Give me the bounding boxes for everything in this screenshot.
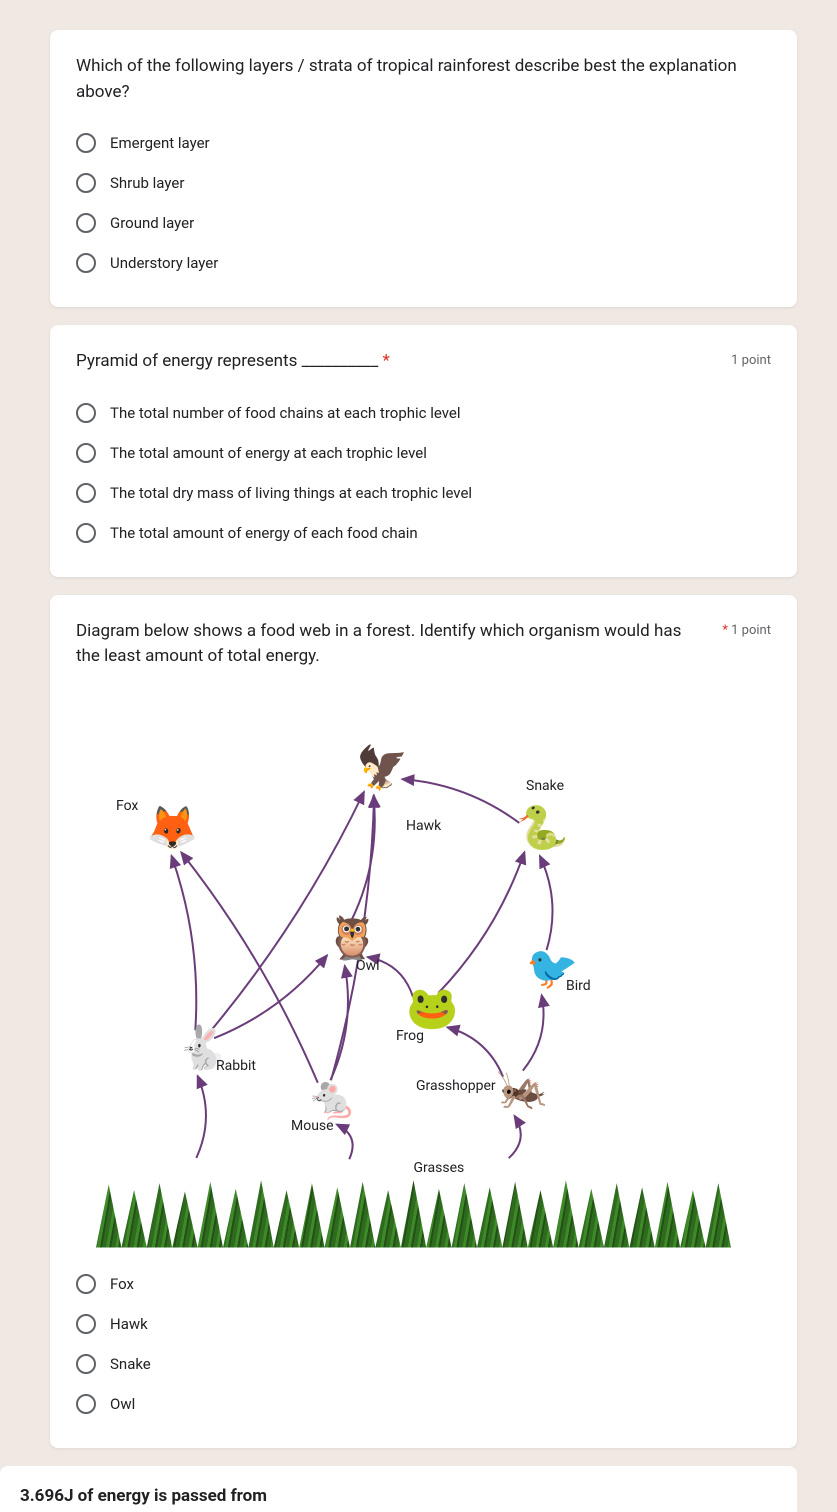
organism-label: Rabbit (216, 1058, 256, 1074)
radio-icon[interactable] (76, 483, 96, 503)
required-asterisk: * (722, 623, 728, 638)
food-web-diagram: Grasses 🦊Fox🦅Hawk🐍Snake🦉Owl🐦Bird🐸Frog🐇Ra… (76, 688, 771, 1248)
question-card-1: Which of the following layers / strata o… (50, 30, 797, 307)
frog-icon: 🐸 (406, 988, 458, 1030)
organism-grasshopper: 🦗Grasshopper (496, 1068, 548, 1110)
question-text: Which of the following layers / strata o… (76, 54, 771, 105)
radio-icon[interactable] (76, 213, 96, 233)
option-label: Snake (110, 1355, 151, 1373)
option-label: Hawk (110, 1315, 148, 1333)
points-label: * 1 point (722, 619, 771, 638)
mouse-icon: 🐁 (306, 1078, 358, 1120)
option-label: Shrub layer (110, 174, 184, 192)
question-header: Pyramid of energy represents __________ … (76, 349, 771, 375)
edge-arrow (214, 955, 327, 1038)
radio-option[interactable]: Shrub layer (76, 163, 771, 203)
organism-snake: 🐍Snake (516, 808, 568, 850)
edge-arrow (402, 779, 519, 823)
option-label: The total number of food chains at each … (110, 404, 461, 422)
partial-text: 3.696J of energy is passed from (20, 1486, 267, 1506)
radio-icon[interactable] (76, 253, 96, 273)
options-group: The total number of food chains at each … (76, 393, 771, 553)
organism-mouse: 🐁Mouse (306, 1078, 358, 1120)
organism-label: Owl (356, 958, 380, 974)
organism-owl: 🦉Owl (326, 918, 378, 960)
edge-arrow (196, 1075, 206, 1157)
fox-icon: 🦊 (146, 808, 198, 850)
question-card-2: Pyramid of energy represents __________ … (50, 325, 797, 577)
organism-rabbit: 🐇Rabbit (176, 1028, 228, 1070)
grasses-label: Grasses (414, 1160, 465, 1176)
radio-option[interactable]: Understory layer (76, 243, 771, 283)
organism-label: Bird (566, 978, 591, 994)
radio-icon[interactable] (76, 523, 96, 543)
question-card-3: Diagram below shows a food web in a fore… (50, 595, 797, 1448)
question-text: Pyramid of energy represents __________ … (76, 349, 711, 375)
organism-label: Hawk (406, 818, 441, 834)
radio-icon[interactable] (76, 1314, 96, 1334)
question-card-4-partial: 3.696J of energy is passed from (0, 1466, 797, 1512)
radio-option[interactable]: Owl (76, 1384, 771, 1424)
organism-frog: 🐸Frog (406, 988, 458, 1030)
radio-option[interactable]: The total amount of energy of each food … (76, 513, 771, 553)
hawk-icon: 🦅 (356, 748, 408, 790)
radio-icon[interactable] (76, 1354, 96, 1374)
edge-arrow (438, 852, 524, 993)
options-group: Fox Hawk Snake Owl (76, 1264, 771, 1424)
organism-label: Snake (526, 778, 564, 794)
radio-option[interactable]: The total number of food chains at each … (76, 393, 771, 433)
edge-arrow (523, 995, 544, 1070)
organism-label: Grasshopper (416, 1078, 496, 1094)
option-label: Emergent layer (110, 134, 210, 152)
organism-label: Frog (396, 1028, 424, 1044)
edge-arrow (509, 1115, 521, 1157)
option-label: Understory layer (110, 254, 218, 272)
radio-icon[interactable] (76, 173, 96, 193)
radio-icon[interactable] (76, 1394, 96, 1414)
radio-option[interactable]: Snake (76, 1344, 771, 1384)
grasshopper-icon: 🦗 (496, 1068, 548, 1110)
options-group: Emergent layer Shrub layer Ground layer Und… (76, 123, 771, 283)
edge-arrow (172, 855, 197, 1029)
option-label: The total amount of energy of each food … (110, 524, 418, 542)
radio-option[interactable]: Fox (76, 1264, 771, 1304)
edge-arrow (447, 1027, 503, 1076)
organism-hawk: 🦅Hawk (356, 748, 408, 790)
radio-option[interactable]: Ground layer (76, 203, 771, 243)
option-label: The total dry mass of living things at e… (110, 484, 472, 502)
option-label: Owl (110, 1395, 135, 1413)
option-label: The total amount of energy at each troph… (110, 444, 427, 462)
radio-option[interactable]: Hawk (76, 1304, 771, 1344)
option-label: Ground layer (110, 214, 194, 232)
organism-label: Mouse (291, 1118, 334, 1134)
organism-fox: 🦊Fox (146, 808, 198, 850)
option-label: Fox (110, 1275, 134, 1293)
required-asterisk: * (383, 351, 390, 371)
radio-icon[interactable] (76, 403, 96, 423)
radio-option[interactable]: Emergent layer (76, 123, 771, 163)
edge-arrow (540, 855, 553, 949)
owl-icon: 🦉 (326, 918, 378, 960)
organism-label: Fox (116, 798, 138, 814)
organism-bird: 🐦Bird (526, 948, 578, 990)
radio-icon[interactable] (76, 1274, 96, 1294)
radio-option[interactable]: The total dry mass of living things at e… (76, 473, 771, 513)
edge-arrow (351, 795, 374, 920)
radio-option[interactable]: The total amount of energy at each troph… (76, 433, 771, 473)
snake-icon: 🐍 (516, 808, 568, 850)
radio-icon[interactable] (76, 443, 96, 463)
points-label: 1 point (731, 349, 771, 368)
edge-arrow (337, 1124, 353, 1159)
question-text: Diagram below shows a food web in a fore… (76, 619, 702, 670)
question-header: Diagram below shows a food web in a fore… (76, 619, 771, 670)
radio-icon[interactable] (76, 133, 96, 153)
question-header: Which of the following layers / strata o… (76, 54, 771, 105)
